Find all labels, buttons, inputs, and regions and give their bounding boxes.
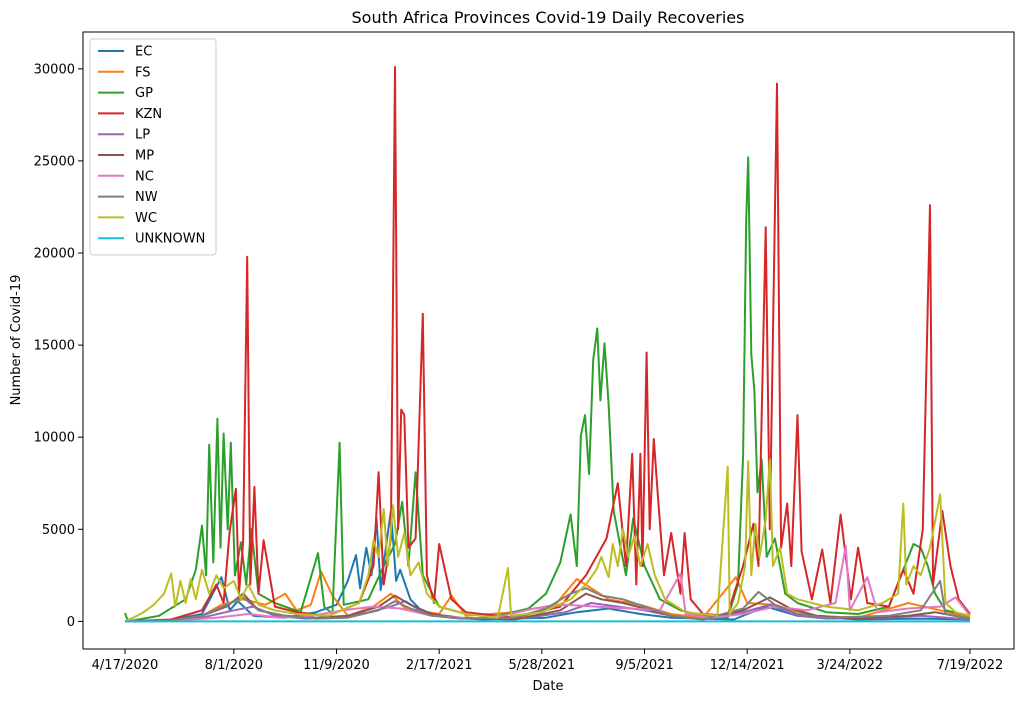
y-tick-label: 15000 (34, 339, 75, 354)
x-axis: 4/17/2020 8/1/2020 11/9/2020 2/17/2021 5/28/… (92, 649, 1004, 673)
x-tick-label: 11/9/2020 (303, 658, 370, 673)
series-layer (124, 66, 971, 623)
series-line-nw (124, 579, 971, 623)
series-line-gp (124, 156, 971, 623)
x-tick-label: 7/19/2022 (937, 658, 1004, 673)
legend-label-unknown: UNKNOWN (135, 232, 205, 247)
y-tick-label: 25000 (34, 154, 75, 169)
series-line-kzn (124, 66, 971, 623)
legend-label-nc: NC (135, 169, 154, 184)
legend-label-gp: GP (135, 86, 153, 101)
series-line-wc (124, 458, 971, 623)
plot-frame (82, 31, 1015, 650)
y-axis: 0 5000 10000 15000 20000 25000 30000 (34, 62, 83, 630)
y-tick-label: 0 (67, 615, 75, 630)
legend-label-mp: MP (135, 149, 154, 164)
legend-label-fs: FS (135, 65, 151, 80)
legend-label-wc: WC (135, 211, 157, 226)
legend-label-kzn: KZN (135, 107, 162, 122)
x-tick-label: 3/24/2022 (817, 658, 884, 673)
y-tick-label: 30000 (34, 62, 75, 77)
x-tick-label: 9/5/2021 (615, 658, 673, 673)
x-tick-label: 8/1/2020 (205, 658, 263, 673)
x-tick-label: 2/17/2021 (406, 658, 473, 673)
chart-title: South Africa Provinces Covid-19 Daily Re… (352, 8, 745, 27)
y-tick-label: 5000 (42, 523, 75, 538)
legend-label-nw: NW (135, 190, 158, 205)
x-tick-label: 5/28/2021 (509, 658, 576, 673)
x-tick-label: 4/17/2020 (92, 658, 159, 673)
x-axis-title: Date (532, 679, 563, 694)
x-tick-label: 12/14/2021 (710, 658, 785, 673)
legend-label-lp: LP (135, 128, 150, 143)
y-tick-label: 20000 (34, 247, 75, 262)
legend-label-ec: EC (135, 45, 152, 60)
legend: EC FS GP KZN LP MP NC NW WC UNKNOWN (89, 38, 217, 256)
y-tick-label: 10000 (34, 431, 75, 446)
y-axis-title: Number of Covid-19 (9, 275, 24, 406)
